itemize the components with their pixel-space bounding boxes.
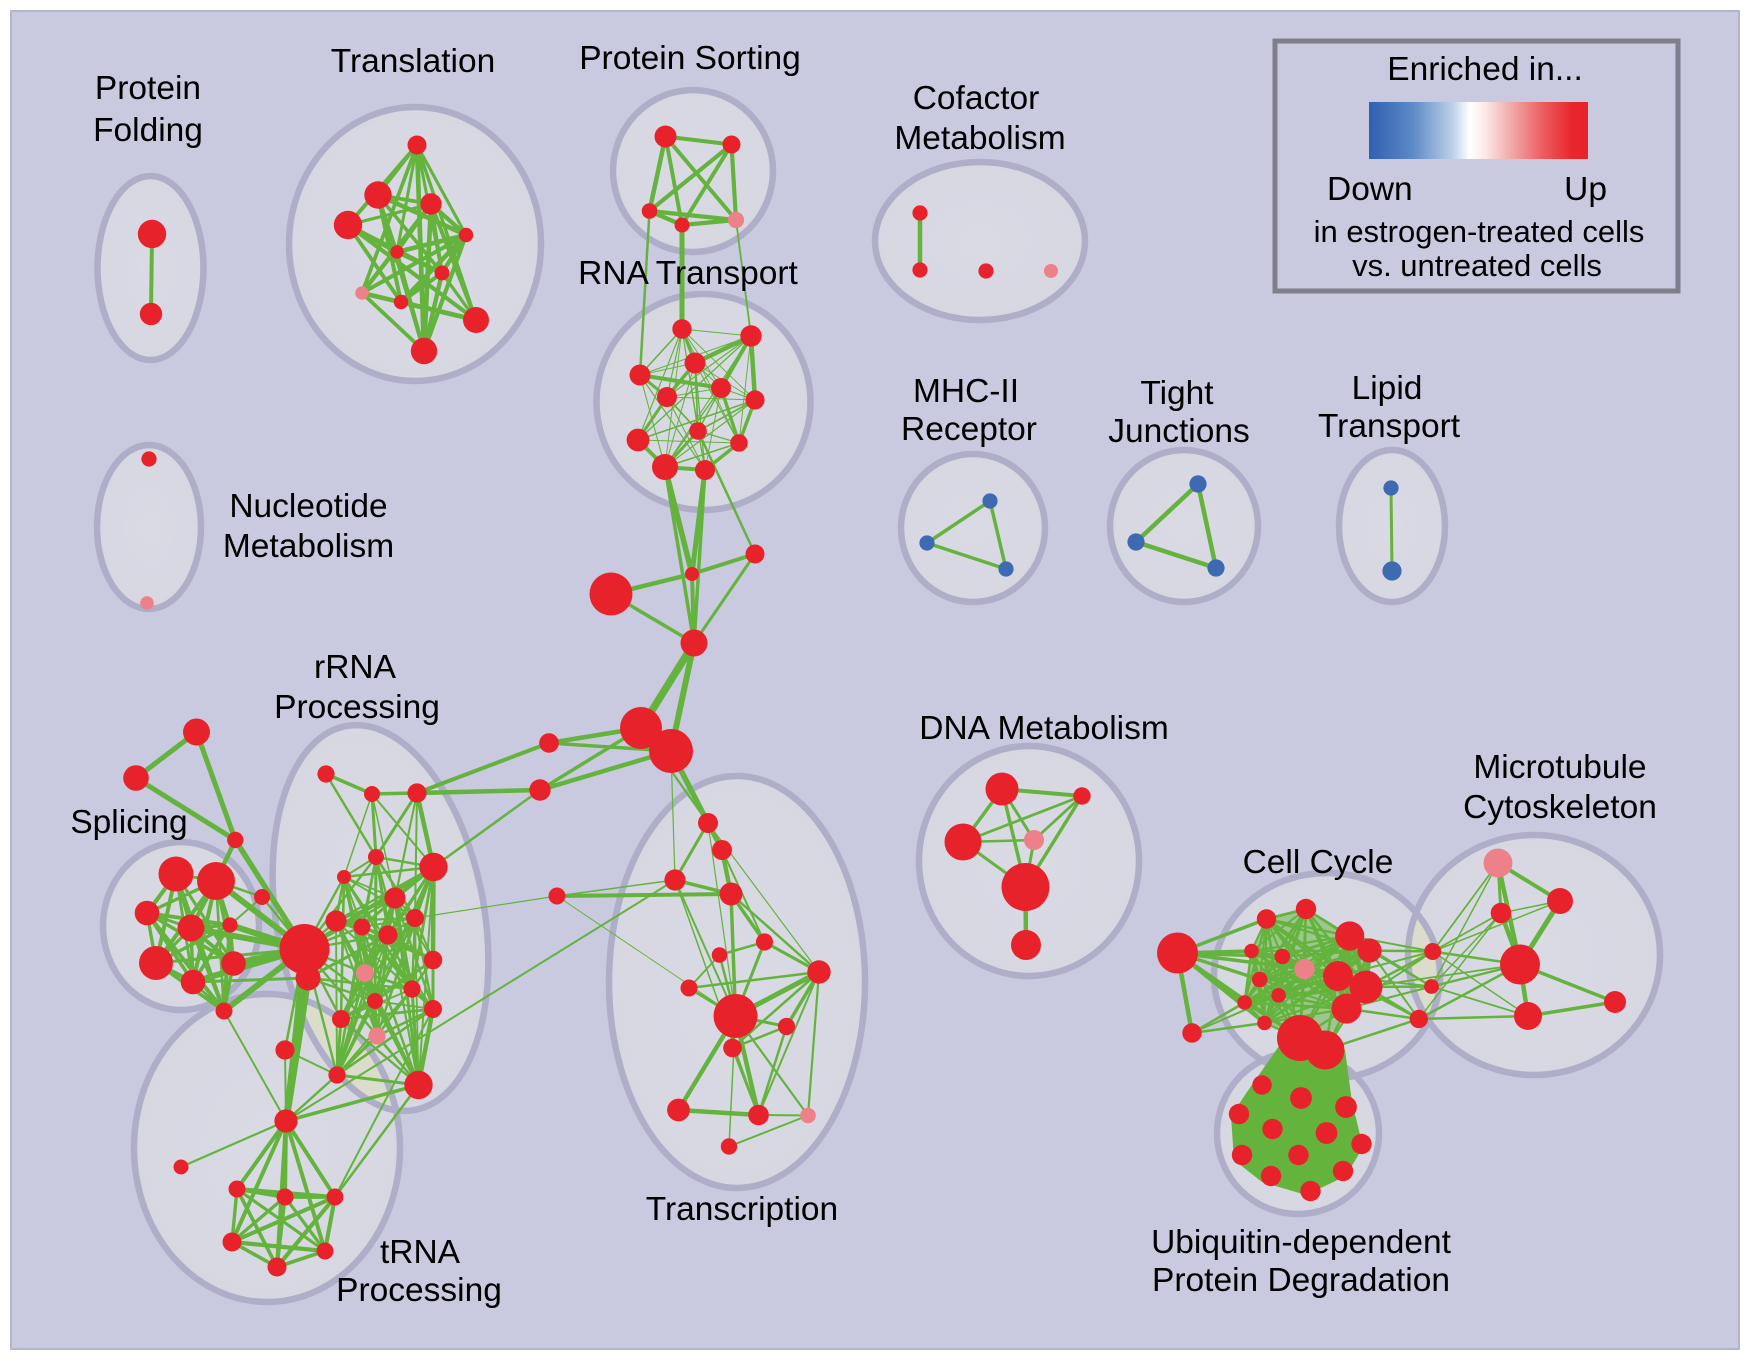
svg-text:Cofactor: Cofactor	[913, 80, 1040, 117]
svg-text:Cytoskeleton: Cytoskeleton	[1463, 789, 1657, 826]
svg-text:Transcription: Transcription	[646, 1191, 838, 1228]
svg-text:in estrogen-treated cells: in estrogen-treated cells	[1314, 214, 1645, 249]
svg-text:Protein Sorting: Protein Sorting	[579, 40, 801, 77]
svg-text:vs. untreated cells: vs. untreated cells	[1352, 248, 1602, 283]
svg-text:Nucleotide: Nucleotide	[229, 488, 387, 525]
svg-text:DNA Metabolism: DNA Metabolism	[919, 710, 1168, 747]
svg-text:Ubiquitin-dependent: Ubiquitin-dependent	[1151, 1224, 1452, 1261]
svg-text:Enriched in...: Enriched in...	[1387, 51, 1583, 88]
svg-text:rRNA: rRNA	[314, 649, 397, 686]
svg-text:RNA Transport: RNA Transport	[578, 255, 798, 292]
svg-text:Splicing: Splicing	[70, 804, 187, 841]
svg-text:Receptor: Receptor	[901, 411, 1037, 448]
svg-text:Metabolism: Metabolism	[894, 120, 1065, 157]
svg-text:Transport: Transport	[1318, 408, 1461, 445]
svg-text:Translation: Translation	[331, 43, 495, 80]
svg-text:Processing: Processing	[274, 689, 440, 726]
svg-text:Lipid: Lipid	[1352, 370, 1423, 407]
svg-text:Down: Down	[1327, 171, 1413, 208]
svg-text:Processing: Processing	[336, 1272, 502, 1309]
svg-text:Up: Up	[1564, 171, 1607, 208]
svg-text:Cell Cycle: Cell Cycle	[1243, 844, 1394, 881]
svg-text:Microtubule: Microtubule	[1473, 749, 1646, 786]
svg-text:Protein Degradation: Protein Degradation	[1152, 1262, 1450, 1299]
svg-text:Metabolism: Metabolism	[223, 528, 394, 565]
svg-text:Junctions: Junctions	[1108, 413, 1250, 450]
svg-text:Folding: Folding	[93, 112, 203, 149]
svg-text:Protein: Protein	[95, 70, 201, 107]
svg-text:tRNA: tRNA	[380, 1234, 461, 1271]
svg-text:MHC-II: MHC-II	[913, 373, 1019, 410]
svg-text:Tight: Tight	[1140, 375, 1214, 412]
